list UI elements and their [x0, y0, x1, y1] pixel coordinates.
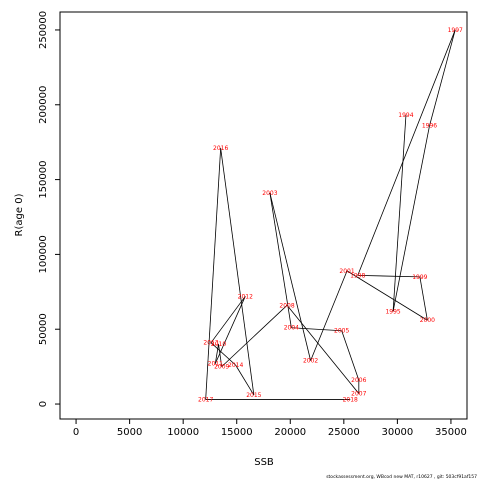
- series-segment: [392, 125, 430, 312]
- series-segment: [419, 276, 428, 321]
- point-label-2003: 2003: [262, 190, 277, 197]
- x-tick-label: 30000: [381, 427, 413, 438]
- series-segment: [218, 344, 223, 367]
- point-label-2004: 2004: [284, 325, 299, 332]
- y-tick-label: 150000: [38, 160, 49, 198]
- point-label-2011: 2011: [208, 361, 223, 368]
- x-tick-label: 5000: [117, 427, 142, 438]
- point-label-2001: 2001: [339, 268, 354, 275]
- x-tick-label: 25000: [328, 427, 360, 438]
- series-segment: [346, 270, 428, 321]
- point-label-2017: 2017: [198, 397, 213, 404]
- y-tick-label: 0: [38, 401, 49, 407]
- point-label-1997: 1997: [448, 27, 463, 34]
- series-line: [205, 29, 456, 400]
- point-label-2000: 2000: [420, 317, 435, 324]
- point-label-2010: 2010: [211, 341, 226, 348]
- series-segment: [429, 29, 456, 126]
- x-tick-label: 0: [73, 427, 79, 438]
- point-label-2008: 2008: [279, 302, 294, 309]
- point-label-2002: 2002: [303, 358, 318, 365]
- series-segment: [269, 192, 292, 328]
- series-segment: [214, 296, 246, 364]
- series-segment: [210, 296, 246, 343]
- series-segment: [291, 327, 342, 332]
- x-tick-label: 15000: [221, 427, 253, 438]
- series-segment: [210, 342, 236, 366]
- point-label-1996: 1996: [422, 123, 437, 130]
- series-segment: [214, 344, 219, 364]
- x-tick-label: 35000: [435, 427, 467, 438]
- y-axis: 0 50000 100000 150000 200000 250000: [38, 11, 60, 407]
- point-label-2005: 2005: [334, 328, 349, 335]
- y-axis-title: R(age 0): [14, 193, 25, 236]
- point-labels: 1994 1995 1996 1997 1998 1999 2000 2001 2002 2003…: [198, 27, 463, 404]
- point-label-1994: 1994: [398, 112, 413, 119]
- point-label-2009: 2009: [214, 364, 229, 371]
- x-tick-label: 20000: [274, 427, 306, 438]
- point-label-2018: 2018: [343, 397, 358, 404]
- point-label-1998: 1998: [350, 272, 365, 279]
- point-label-1995: 1995: [385, 308, 400, 315]
- series-segment: [220, 148, 255, 396]
- series-segment: [357, 29, 456, 276]
- series-segment: [221, 304, 288, 367]
- series-segment: [269, 192, 312, 361]
- point-label-2016: 2016: [213, 145, 228, 152]
- point-label-2014: 2014: [228, 362, 243, 369]
- credit-text: stockassessment.org, WBcod new MAT, r106…: [326, 474, 477, 480]
- x-axis-title: SSB: [254, 457, 274, 468]
- point-label-1999: 1999: [412, 274, 427, 281]
- x-tick-label: 10000: [167, 427, 199, 438]
- point-label-2013: 2013: [203, 340, 218, 347]
- series-segment: [357, 274, 420, 278]
- point-label-2015: 2015: [246, 392, 261, 399]
- y-tick-label: 200000: [38, 86, 49, 124]
- y-tick-label: 250000: [38, 11, 49, 49]
- series-segment: [341, 330, 360, 381]
- y-tick-label: 50000: [38, 313, 49, 345]
- x-axis: 0 5000 10000 15000 20000 25000 30000 35000: [73, 419, 467, 438]
- y-tick-label: 100000: [38, 235, 49, 273]
- series-segment: [392, 115, 407, 312]
- point-label-2006: 2006: [351, 377, 366, 384]
- plot-frame: [59, 11, 468, 420]
- series-segment: [205, 148, 222, 400]
- series-segment: [310, 270, 348, 361]
- point-label-2007: 2007: [351, 391, 366, 398]
- series-segment: [286, 305, 360, 394]
- series-segment: [235, 364, 255, 396]
- point-label-2012: 2012: [238, 293, 253, 300]
